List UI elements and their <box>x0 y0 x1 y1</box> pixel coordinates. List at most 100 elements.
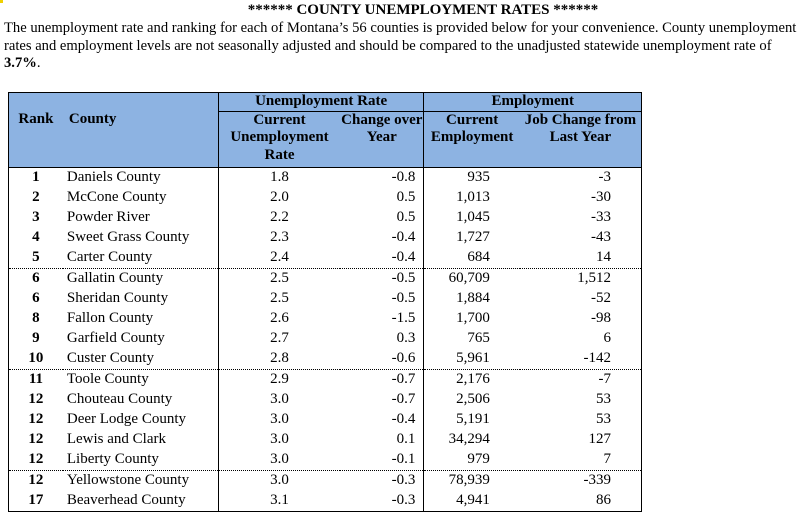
cell-current-rate: 3.1 <box>217 490 341 511</box>
cell-change-over-year: -1.5 <box>391 310 416 326</box>
header-job-change: Job Change from Last Year <box>519 111 642 167</box>
cell-rank: 1 <box>8 166 63 188</box>
cell-county: Custer County <box>66 350 154 366</box>
cell-rank: 12 <box>8 469 63 491</box>
cell-change-over-year: -0.6 <box>391 350 416 366</box>
cell-current-rate: 2.0 <box>217 187 341 208</box>
cell-county: Daniels County <box>62 166 219 188</box>
page-title: ****** COUNTY UNEMPLOYMENT RATES ****** <box>247 2 599 18</box>
cell-job-change: -43 <box>591 229 611 245</box>
cell-current-employment: 979 <box>423 449 520 470</box>
cell-rank: 4 <box>32 229 40 245</box>
cell-change-over-year: -0.1 <box>391 451 416 467</box>
cell-change-over-year: -0.7 <box>340 368 424 390</box>
header-county: County <box>62 111 219 167</box>
corner-mark <box>0 0 3 3</box>
table-row: 2 McCone County 2.0 0.5 1,013 -30 <box>9 187 642 208</box>
cell-county: Beaverhead County <box>66 492 186 508</box>
table-row: 17 Beaverhead County 3.1 -0.3 4,941 86 <box>9 490 642 511</box>
header-current-employment: Current Employment <box>423 111 520 167</box>
cell-change-over-year: 0.5 <box>396 189 416 205</box>
cell-county: Gallatin County <box>62 267 219 289</box>
cell-job-change: 6 <box>603 330 612 346</box>
cell-change-over-year: -0.4 <box>391 229 416 245</box>
table-row: 5 Carter County 2.4 -0.4 684 14 <box>9 247 642 268</box>
cell-job-change: -33 <box>591 209 611 225</box>
cell-county: Deer Lodge County <box>66 411 186 427</box>
cell-current-employment: 1,700 <box>423 308 520 329</box>
cell-current-employment: 5,961 <box>423 348 520 369</box>
cell-current-rate: 3.0 <box>217 449 341 470</box>
cell-county: Yellowstone County <box>62 469 219 491</box>
cell-job-change: 53 <box>596 391 611 407</box>
table-row: 6 Sheridan County 2.5 -0.5 1,884 -52 <box>9 288 642 309</box>
cell-rank: 6 <box>32 290 40 306</box>
cell-current-rate: 2.5 <box>217 267 341 289</box>
cell-county: Lewis and Clark <box>66 431 166 447</box>
cell-current-rate: 2.9 <box>217 368 341 390</box>
intro-end: . <box>36 55 41 71</box>
cell-rank: 12 <box>28 411 44 427</box>
cell-rank: 8 <box>32 310 40 326</box>
cell-change-over-year: -0.3 <box>391 492 416 508</box>
table-row: 11 Toole County 2.9 -0.7 2,176 -7 <box>8 368 642 390</box>
cell-rank: 5 <box>32 249 40 265</box>
table-row: 6 Gallatin County 2.5 -0.5 60,709 1,512 <box>8 267 642 289</box>
cell-current-employment: 1,013 <box>423 187 520 208</box>
cell-current-rate: 3.0 <box>217 389 341 410</box>
table-row: 4 Sweet Grass County 2.3 -0.4 1,727 -43 <box>9 227 642 248</box>
cell-job-change: -142 <box>583 350 612 366</box>
cell-current-employment: 1,727 <box>423 227 520 248</box>
cell-current-rate: 2.5 <box>217 288 341 309</box>
cell-current-employment: 5,191 <box>423 409 520 430</box>
cell-county: Sweet Grass County <box>66 229 190 245</box>
table-row: 12 Chouteau County 3.0 -0.7 2,506 53 <box>9 389 642 410</box>
cell-rank: 17 <box>28 492 44 508</box>
cell-job-change: -30 <box>591 189 611 205</box>
header-blank <box>8 92 219 111</box>
cell-current-rate: 2.4 <box>217 247 341 268</box>
cell-current-rate: 3.0 <box>217 429 341 450</box>
cell-county: Garfield County <box>66 330 165 346</box>
cell-current-employment: 684 <box>423 247 520 268</box>
intro-paragraph: The unemployment rate and ranking for ea… <box>4 20 804 73</box>
cell-job-change: 7 <box>603 451 612 467</box>
cell-current-employment: 765 <box>423 328 520 349</box>
cell-job-change: 14 <box>596 249 611 265</box>
cell-rank: 12 <box>28 431 44 447</box>
cell-current-employment: 60,709 <box>423 267 520 289</box>
table-row: 10 Custer County 2.8 -0.6 5,961 -142 <box>9 348 642 369</box>
cell-change-over-year: 0.3 <box>396 330 416 346</box>
cell-current-rate: 3.0 <box>217 409 341 430</box>
table-row: 3 Powder River 2.2 0.5 1,045 -33 <box>9 207 642 228</box>
cell-current-employment: 4,941 <box>423 490 520 511</box>
cell-change-over-year: 0.5 <box>396 209 416 225</box>
cell-change-over-year: -0.7 <box>391 391 416 407</box>
cell-rank: 6 <box>8 267 63 289</box>
cell-rank: 3 <box>32 209 40 225</box>
cell-current-employment: 1,045 <box>423 207 520 228</box>
cell-job-change: 86 <box>596 492 611 508</box>
county-unemployment-table: Unemployment Rate Employment Rank County… <box>8 92 642 512</box>
cell-county: Chouteau County <box>66 391 173 407</box>
cell-county: Liberty County <box>66 451 159 467</box>
table-row: 12 Liberty County 3.0 -0.1 979 7 <box>9 449 642 470</box>
table-row: 9 Garfield County 2.7 0.3 765 6 <box>9 328 642 349</box>
cell-change-over-year: -0.3 <box>340 469 424 491</box>
cell-change-over-year: -0.8 <box>340 166 424 188</box>
table-row: 12 Deer Lodge County 3.0 -0.4 5,191 53 <box>9 409 642 430</box>
header-rank: Rank <box>8 111 63 167</box>
cell-job-change: -339 <box>519 469 642 491</box>
cell-rank: 12 <box>28 391 44 407</box>
cell-rank: 2 <box>32 189 40 205</box>
cell-current-rate: 2.8 <box>217 348 341 369</box>
cell-job-change: 127 <box>588 431 612 447</box>
cell-job-change: -3 <box>519 166 642 188</box>
header-unemployment-rate: Unemployment Rate <box>217 92 424 112</box>
cell-change-over-year: -0.5 <box>391 290 416 306</box>
cell-current-rate: 2.3 <box>217 227 341 248</box>
cell-current-rate: 2.7 <box>217 328 341 349</box>
table-row: 12 Lewis and Clark 3.0 0.1 34,294 127 <box>9 429 642 450</box>
cell-current-rate: 2.6 <box>217 308 341 329</box>
cell-current-employment: 1,884 <box>423 288 520 309</box>
